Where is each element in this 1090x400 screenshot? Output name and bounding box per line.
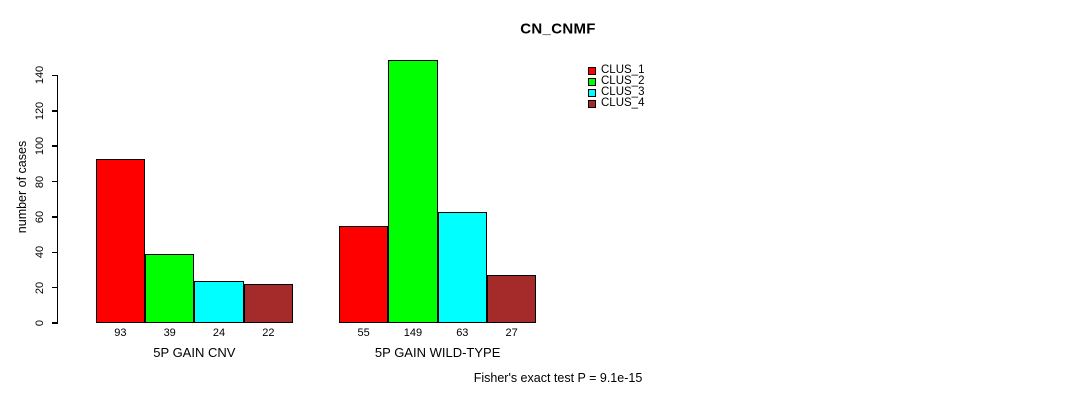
y-tick-mark [51,110,58,112]
y-tick-mark [51,180,58,183]
y-tick-mark [51,216,58,218]
bar-value-label: 24 [212,326,226,339]
bar-value-label: 93 [114,326,127,339]
y-tick-mark [51,251,58,254]
legend-swatch-icon [588,88,596,97]
bar-value-label: 27 [505,326,518,339]
y-tick-label: 60 [34,210,46,224]
fisher-test-annotation: Fisher's exact test P = 9.1e-15 [473,371,643,385]
y-tick-label: 120 [34,101,46,121]
bar-clus_2-group2 [388,59,438,323]
legend-swatch-icon [588,77,596,86]
y-tick-label: 100 [34,137,46,156]
bar-clus_4-group2 [486,275,537,323]
legend-row: CLUS_4 [588,97,645,109]
y-tick-label: 80 [34,175,46,188]
bar-clus_3-group1 [194,280,244,323]
bar-value-label: 63 [456,326,469,339]
chart-title: CN_CNMF [520,20,596,38]
x-axis-group-label: 5P GAIN CNV [153,344,236,360]
legend-label: CLUS_3 [601,86,645,98]
bar-value-label: 149 [403,326,423,339]
bar-clus_1-group1 [95,158,146,323]
y-tick-mark [51,74,58,77]
bar-clus_3-group2 [437,211,487,323]
bar-value-label: 39 [163,326,176,339]
y-tick-mark [51,286,58,289]
legend-row: CLUS_1 [588,64,645,76]
y-tick-label: 40 [34,246,46,259]
y-tick-label: 140 [34,66,46,85]
legend-swatch-icon [588,99,596,108]
x-axis-group-label: 5P GAIN WILD-TYPE [374,344,501,360]
bar-clus_4-group1 [243,284,294,323]
y-tick-label: 0 [34,319,46,327]
bar-clus_1-group2 [339,225,389,323]
bar-clus_2-group1 [145,254,195,323]
legend: CLUS_1 CLUS_2 CLUS_3 CLUS_4 [588,64,645,109]
y-axis-label: number of cases [15,140,29,234]
legend-swatch-icon [588,66,596,75]
bar-value-label: 22 [262,326,275,339]
legend-row: CLUS_3 [588,86,645,98]
y-axis-line [56,74,58,324]
y-tick-label: 20 [34,281,46,294]
y-tick-mark [51,322,58,324]
legend-label: CLUS_4 [601,97,645,109]
y-tick-mark [51,145,58,147]
bar-value-label: 55 [357,326,370,339]
legend-label: CLUS_1 [601,64,645,76]
legend-label: CLUS_2 [601,75,645,87]
legend-row: CLUS_2 [588,75,645,87]
